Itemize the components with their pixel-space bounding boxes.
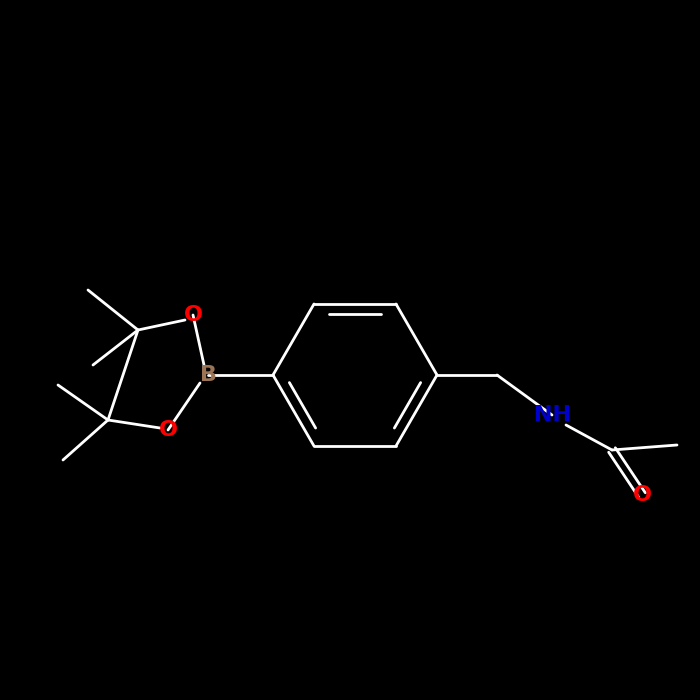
Text: O: O	[183, 305, 202, 325]
Text: B: B	[199, 365, 216, 385]
Text: NH: NH	[533, 405, 570, 425]
Text: O: O	[158, 420, 178, 440]
Text: O: O	[633, 485, 652, 505]
